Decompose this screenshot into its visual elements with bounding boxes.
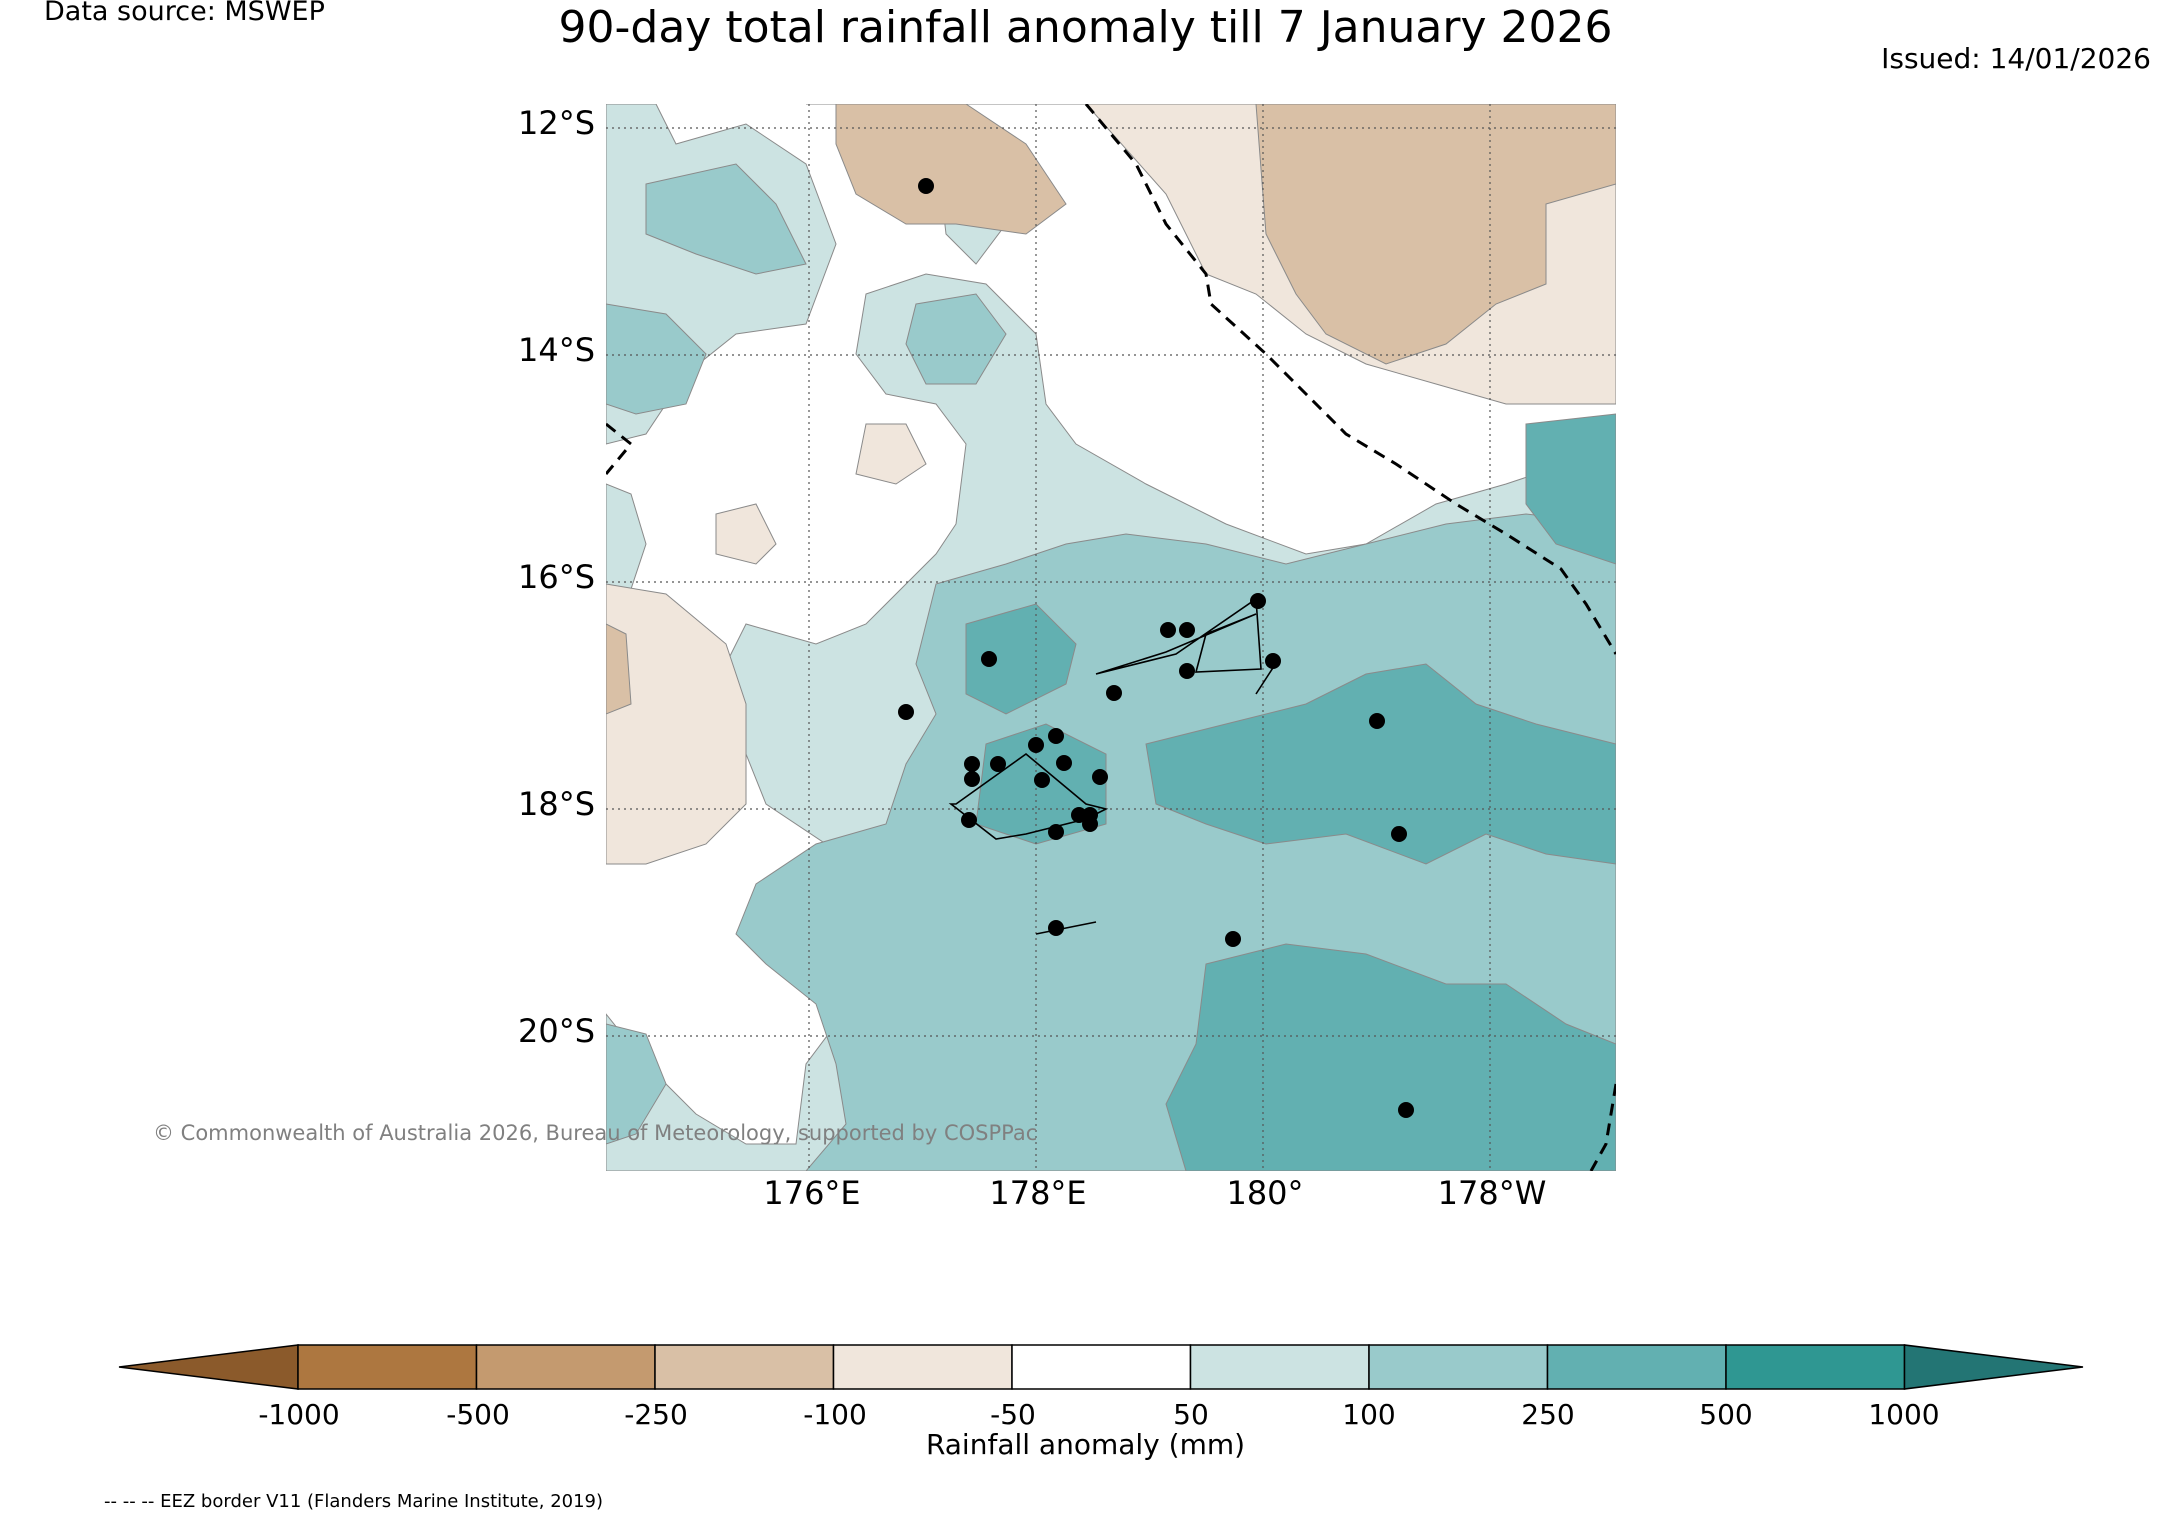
eez-border (606, 104, 1616, 1171)
colorbar-tick: 250 (1521, 1398, 1575, 1431)
colorbar-extend-low (118, 1344, 299, 1390)
eez-border-note: -- -- -- EEZ border V11 (Flanders Marine… (104, 1491, 604, 1512)
issued-date-label: Issued: 14/01/2026 (1881, 42, 2151, 75)
lon-label-176e: 176°E (763, 1174, 861, 1212)
lat-label-16s: 16°S (517, 558, 595, 596)
colorbar-segment (297, 1344, 478, 1390)
anomaly-region-neg-100 (606, 104, 1616, 715)
colorbar-tick: 50 (1173, 1398, 1209, 1431)
colorbar-segment (832, 1344, 1013, 1390)
colorbar-segment (1368, 1344, 1549, 1390)
colorbar-tick: -500 (446, 1398, 510, 1431)
lat-label-20s: 20°S (517, 1012, 595, 1050)
station-dots (898, 178, 1414, 1118)
colorbar-segment (1011, 1344, 1192, 1390)
colorbar-segment (1189, 1344, 1370, 1390)
colorbar-tick: -250 (624, 1398, 688, 1431)
colorbar-segment (475, 1344, 656, 1390)
lon-label-178w: 178°W (1437, 1174, 1547, 1212)
colorbar-segment (654, 1344, 835, 1390)
data-source-label: Data source: MSWEP (44, 0, 325, 27)
colorbar-tick: 100 (1342, 1398, 1396, 1431)
lon-label-180: 180° (1226, 1174, 1304, 1212)
colorbar-tick: -1000 (258, 1398, 340, 1431)
colorbar-segment (1546, 1344, 1727, 1390)
colorbar-tick: -50 (990, 1398, 1036, 1431)
rainfall-anomaly-map (606, 104, 1616, 1171)
colorbar-label: Rainfall anomaly (mm) (925, 1428, 1246, 1461)
lon-label-178e: 178°E (989, 1174, 1087, 1212)
colorbar-extend-high (1903, 1344, 2084, 1390)
lat-label-12s: 12°S (517, 104, 595, 142)
colorbar-tick: -100 (803, 1398, 867, 1431)
map-gridlines (606, 104, 1616, 1171)
colorbar-tick: 1000 (1868, 1398, 1940, 1431)
colorbar-tick: 500 (1699, 1398, 1753, 1431)
map-title: 90-day total rainfall anomaly till 7 Jan… (558, 2, 1613, 53)
colorbar (118, 1344, 2084, 1390)
colorbar-segment (1725, 1344, 1906, 1390)
lat-label-18s: 18°S (517, 785, 595, 823)
copyright-notice: © Commonwealth of Australia 2026, Bureau… (153, 1121, 1038, 1145)
lat-label-14s: 14°S (517, 331, 595, 369)
